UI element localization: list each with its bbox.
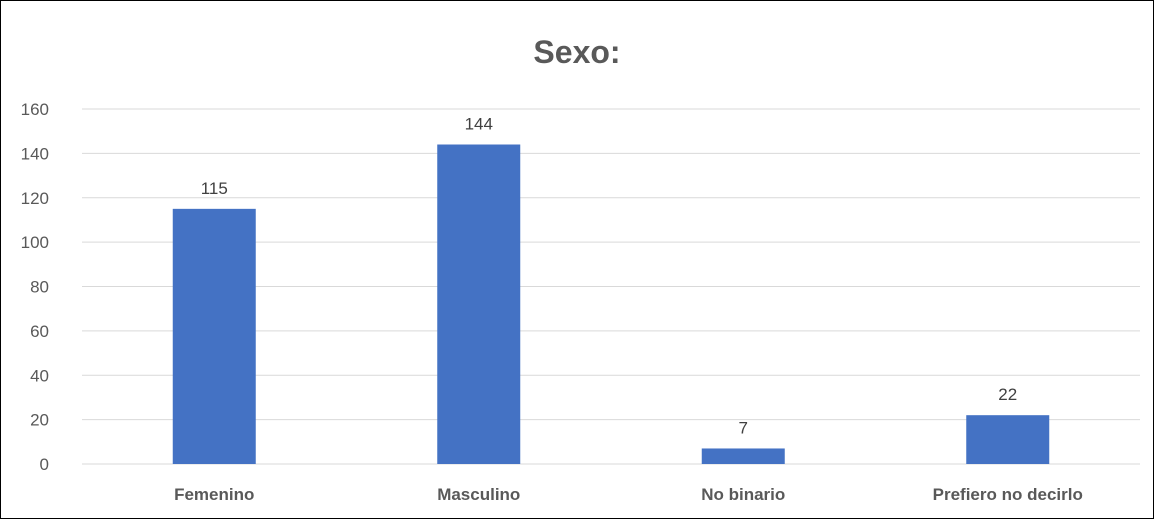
y-tick-label: 120 xyxy=(21,189,49,208)
data-label: 22 xyxy=(998,385,1017,404)
category-label: Masculino xyxy=(437,485,520,504)
y-tick-label: 20 xyxy=(30,411,49,430)
gridlines xyxy=(82,108,1140,465)
bars xyxy=(172,144,1050,464)
y-tick-label: 40 xyxy=(30,366,49,385)
bar xyxy=(701,448,785,464)
y-tick-label: 160 xyxy=(21,100,49,119)
bar xyxy=(437,144,521,464)
y-tick-label: 0 xyxy=(40,455,49,474)
labels: 0 20 40 60 80 100 120 140 160 115 Femenino 144 Mascu… xyxy=(21,100,1083,504)
y-tick-label: 140 xyxy=(21,144,49,163)
bar xyxy=(172,208,256,464)
y-tick-label: 100 xyxy=(21,233,49,252)
category-label: Femenino xyxy=(174,485,254,504)
data-label: 144 xyxy=(465,115,493,134)
category-label: No binario xyxy=(701,485,785,504)
y-tick-label: 80 xyxy=(30,278,49,297)
data-label: 115 xyxy=(201,179,228,198)
data-label: 7 xyxy=(739,418,748,437)
category-label: Prefiero no decirlo xyxy=(933,485,1083,504)
y-tick-label: 60 xyxy=(30,322,49,341)
bar xyxy=(966,415,1050,464)
chart-title: Sexo: xyxy=(533,34,621,70)
